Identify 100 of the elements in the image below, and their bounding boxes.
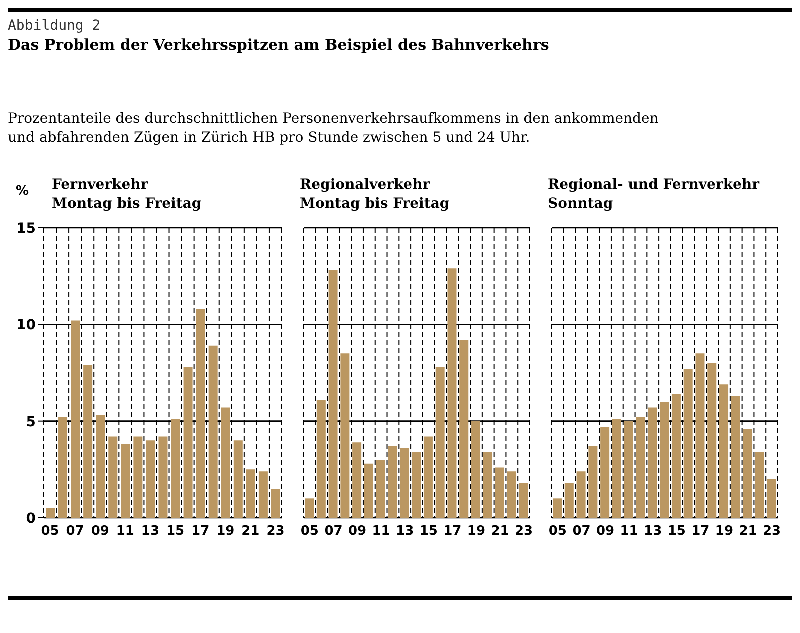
x-tick-label: 09 <box>348 524 367 540</box>
x-tick-label: 11 <box>116 524 134 540</box>
x-tick-label: 21 <box>242 524 260 540</box>
bar <box>184 367 193 518</box>
x-tick-label: 09 <box>91 524 110 540</box>
bar <box>388 446 398 518</box>
bar <box>146 440 156 518</box>
y-tick-label: 5 <box>26 414 36 430</box>
bar <box>720 384 729 518</box>
chart-subtitle: Sonntag <box>548 195 614 214</box>
x-tick-label: 13 <box>644 524 662 540</box>
x-tick-label: 17 <box>444 524 462 540</box>
chart-title: Regional- und Fernverkehr <box>548 176 761 195</box>
x-tick-label: 07 <box>324 524 343 540</box>
bar <box>448 268 457 518</box>
bar <box>600 427 610 518</box>
text: Prozentanteile des durchschnittlichen Personenverkehrsaufkommens in den ankommenden und abfahrenden Zügen in Zürich HB pro Stunde zwischen 5 und 24 Uhr. <box>8 110 660 148</box>
x-tick-label: 23 <box>266 524 285 540</box>
y-tick-label: 15 <box>16 220 36 237</box>
bar <box>158 436 168 518</box>
bar <box>305 498 314 518</box>
bar <box>121 444 130 518</box>
x-tick-label: 19 <box>715 524 734 540</box>
bar <box>316 400 326 518</box>
bar <box>436 367 445 518</box>
x-tick-label: 05 <box>41 524 60 540</box>
x-tick-label: 11 <box>372 524 390 540</box>
x-tick-label: 09 <box>596 524 615 540</box>
x-tick-label: 13 <box>141 524 160 540</box>
bar <box>588 446 598 518</box>
bar <box>58 417 68 518</box>
x-tick-label: 21 <box>739 524 758 540</box>
y-axis-title: % <box>16 184 30 199</box>
bar <box>564 483 574 518</box>
bar <box>208 346 218 518</box>
bar <box>84 365 93 518</box>
bar <box>258 472 268 518</box>
y-tick-label: 10 <box>16 318 36 334</box>
bar <box>376 460 386 518</box>
chart-title: Regionalverkehr <box>300 176 432 195</box>
bar <box>660 402 670 518</box>
bar <box>246 470 256 518</box>
bar <box>553 498 562 518</box>
y-tick-label: 0 <box>26 510 36 527</box>
bar <box>46 508 55 518</box>
chart-subtitle: Montag bis Freitag <box>300 195 451 214</box>
bar <box>328 270 338 518</box>
x-tick-label: 11 <box>620 524 638 540</box>
bar <box>648 408 658 518</box>
x-tick-label: 07 <box>66 524 84 540</box>
text: Abbildung 2 <box>8 18 102 34</box>
bar <box>696 354 705 518</box>
x-tick-label: 05 <box>548 524 567 540</box>
bar <box>221 408 230 518</box>
bar <box>576 472 586 518</box>
bar <box>460 340 469 518</box>
bar <box>708 363 717 518</box>
x-tick-label: 15 <box>166 524 185 540</box>
x-tick-label: 23 <box>763 524 782 540</box>
bar <box>672 394 681 518</box>
bar <box>472 421 481 518</box>
x-tick-label: 15 <box>668 524 686 540</box>
bar <box>519 483 528 518</box>
bar <box>495 468 504 518</box>
x-tick-label: 19 <box>216 524 235 540</box>
bar <box>364 464 374 518</box>
bar <box>234 440 243 518</box>
bar <box>483 452 492 518</box>
bar <box>134 436 143 518</box>
bar <box>636 417 646 518</box>
text: Das Problem der Verkehrsspitzen am Beispiel des Bahnverkehrs <box>8 36 550 54</box>
bar <box>684 369 693 518</box>
bar <box>612 419 622 518</box>
x-tick-label: 13 <box>396 524 414 540</box>
bar <box>340 354 350 518</box>
bar <box>624 421 634 518</box>
x-tick-label: 21 <box>491 524 510 540</box>
bar <box>196 309 206 518</box>
bar <box>507 472 516 518</box>
chart-title: Fernverkehr <box>52 176 150 195</box>
x-tick-label: 17 <box>192 524 210 540</box>
bar <box>731 396 740 518</box>
x-tick-label: 23 <box>515 524 534 540</box>
bar <box>352 442 362 518</box>
bar <box>108 436 118 518</box>
bar <box>271 489 280 518</box>
bar <box>755 452 764 518</box>
chart-subtitle: Montag bis Freitag <box>52 195 203 214</box>
bar <box>743 429 752 518</box>
x-tick-label: 07 <box>572 524 591 540</box>
x-tick-label: 05 <box>300 524 319 540</box>
x-tick-label: 19 <box>467 524 486 540</box>
x-tick-label: 17 <box>692 524 710 540</box>
bar <box>171 419 180 518</box>
x-tick-label: 15 <box>420 524 438 540</box>
bar <box>96 416 106 518</box>
bar <box>400 448 410 518</box>
bar <box>412 452 422 518</box>
bar <box>71 320 80 518</box>
bar <box>424 436 433 518</box>
